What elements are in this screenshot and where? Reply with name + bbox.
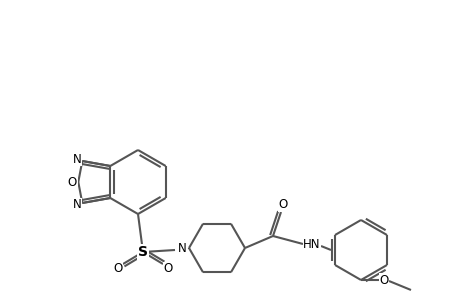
Text: N: N bbox=[177, 242, 186, 256]
Text: O: O bbox=[113, 262, 123, 275]
Text: O: O bbox=[379, 274, 388, 286]
Text: O: O bbox=[67, 176, 77, 188]
Text: HN: HN bbox=[302, 238, 320, 251]
Text: N: N bbox=[73, 199, 82, 212]
Text: O: O bbox=[163, 262, 172, 275]
Text: O: O bbox=[278, 199, 287, 212]
Text: S: S bbox=[138, 245, 148, 259]
Text: N: N bbox=[73, 152, 82, 166]
